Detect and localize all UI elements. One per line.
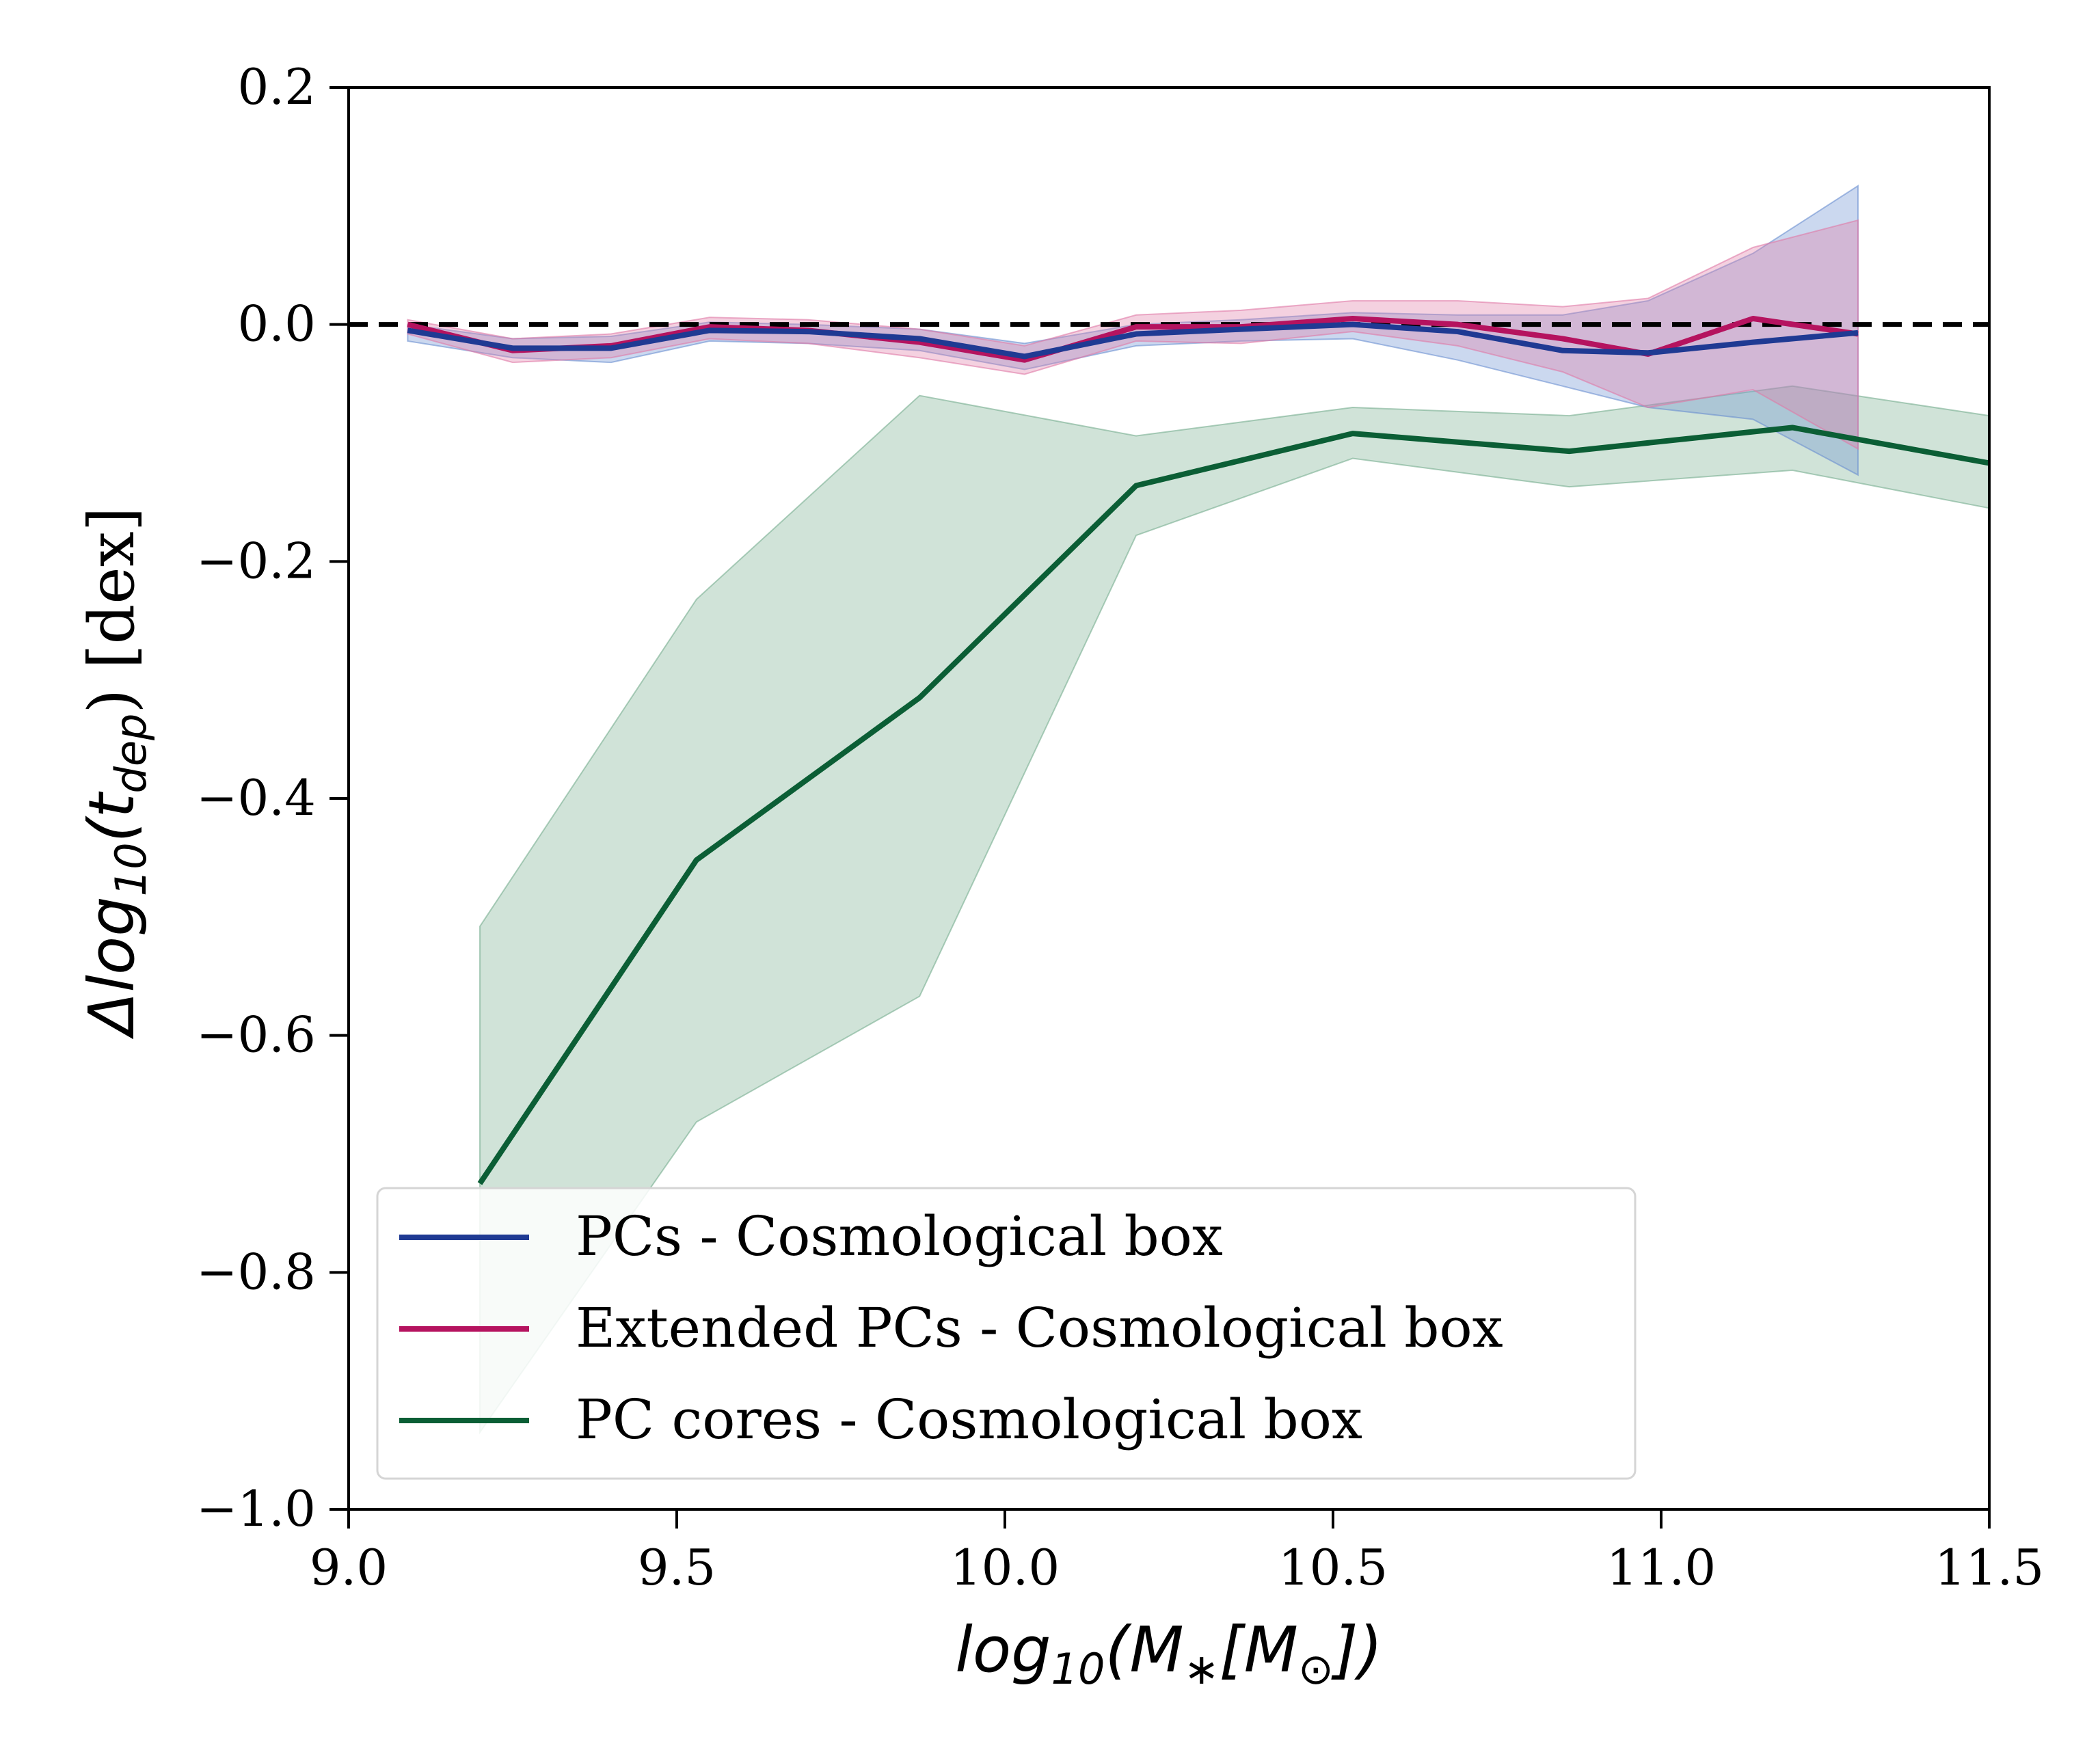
legend: PCs - Cosmological box Extended PCs - Cos… <box>376 1187 1637 1480</box>
x-axis-label: log10(M∗[M⊙]) <box>955 1613 1382 1694</box>
x-tick-label: 11.0 <box>1606 1539 1716 1596</box>
y-tick-label: −1.0 <box>196 1480 316 1537</box>
series-line-pcs <box>407 321 1859 360</box>
x-tick-label: 10.0 <box>950 1539 1060 1596</box>
y-tick-label: 0.0 <box>237 295 316 353</box>
axis-ticks: 9.0 9.5 10.0 10.5 11.0 11.5 0.2 0.0 −0.2 −0.4 −0.6… <box>196 58 2044 1596</box>
legend-box <box>376 1187 1637 1480</box>
y-tick-label: −0.6 <box>196 1006 316 1064</box>
x-tick-label: 11.5 <box>1935 1539 2044 1596</box>
y-tick-label: −0.4 <box>196 769 316 826</box>
legend-label: PCs - Cosmological box <box>576 1204 1223 1268</box>
y-tick-label: −0.2 <box>196 532 316 589</box>
legend-label: Extended PCs - Cosmological box <box>576 1296 1503 1360</box>
x-tick-label: 9.5 <box>638 1539 716 1596</box>
y-tick-label: 0.2 <box>237 58 316 116</box>
x-tick-label: 9.0 <box>310 1539 388 1596</box>
series-lines <box>407 316 1990 1185</box>
y-axis-label: Δlog10(tdep) [dex] <box>75 507 156 1039</box>
series-line-pc-cores <box>477 425 1990 1185</box>
x-tick-label: 10.5 <box>1278 1539 1388 1596</box>
legend-label: PC cores - Cosmological box <box>576 1388 1362 1451</box>
y-tick-label: −0.8 <box>196 1243 316 1300</box>
